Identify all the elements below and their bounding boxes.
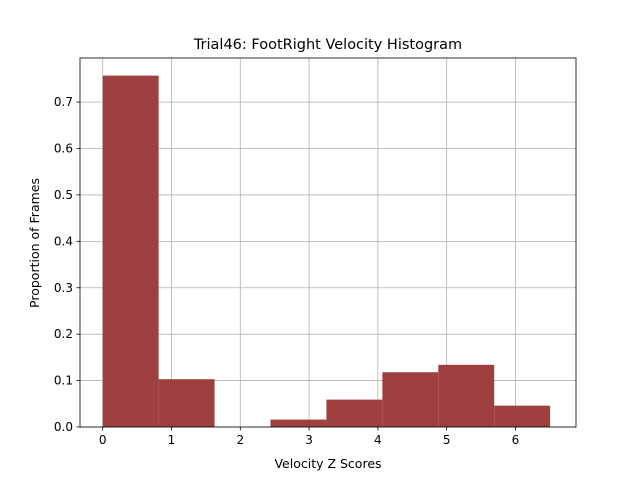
bars	[102, 75, 551, 428]
x-tick-label: 3	[305, 433, 313, 447]
y-axis-label: Proportion of Frames	[27, 178, 42, 308]
histogram-bar-5	[382, 372, 439, 427]
axis-ticks: 0 1 2 3 4 5 6 0.0 0.1 0.2 0.3 0.4 0.5 0.6 0.7	[54, 95, 519, 447]
x-tick-label: 4	[374, 433, 382, 447]
histogram-bar-1	[158, 379, 215, 427]
plot-border	[79, 57, 577, 428]
y-tick-label: 0.5	[54, 188, 73, 202]
y-tick-label: 0.4	[54, 234, 73, 248]
x-tick-label: 1	[168, 433, 176, 447]
histogram-bar-4	[326, 399, 383, 427]
x-tick-label: 6	[512, 433, 520, 447]
x-tick-label: 2	[236, 433, 244, 447]
x-tick-label: 0	[99, 433, 107, 447]
histogram-bar-6	[438, 364, 495, 427]
y-tick-label: 0.7	[54, 95, 73, 109]
y-tick-label: 0.3	[54, 281, 73, 295]
y-tick-label: 0.0	[54, 420, 73, 434]
axes-frame	[79, 57, 577, 428]
histogram-bar-7	[494, 405, 551, 427]
y-tick-label: 0.1	[54, 374, 73, 388]
x-tick-label: 5	[443, 433, 451, 447]
histogram-bar-0	[102, 75, 159, 428]
chart-title: Trial46: FootRight Velocity Histogram	[193, 37, 462, 53]
y-tick-label: 0.2	[54, 327, 73, 341]
x-axis-label: Velocity Z Scores	[274, 456, 381, 471]
histogram-bar-3	[270, 419, 327, 427]
y-tick-label: 0.6	[54, 142, 73, 156]
